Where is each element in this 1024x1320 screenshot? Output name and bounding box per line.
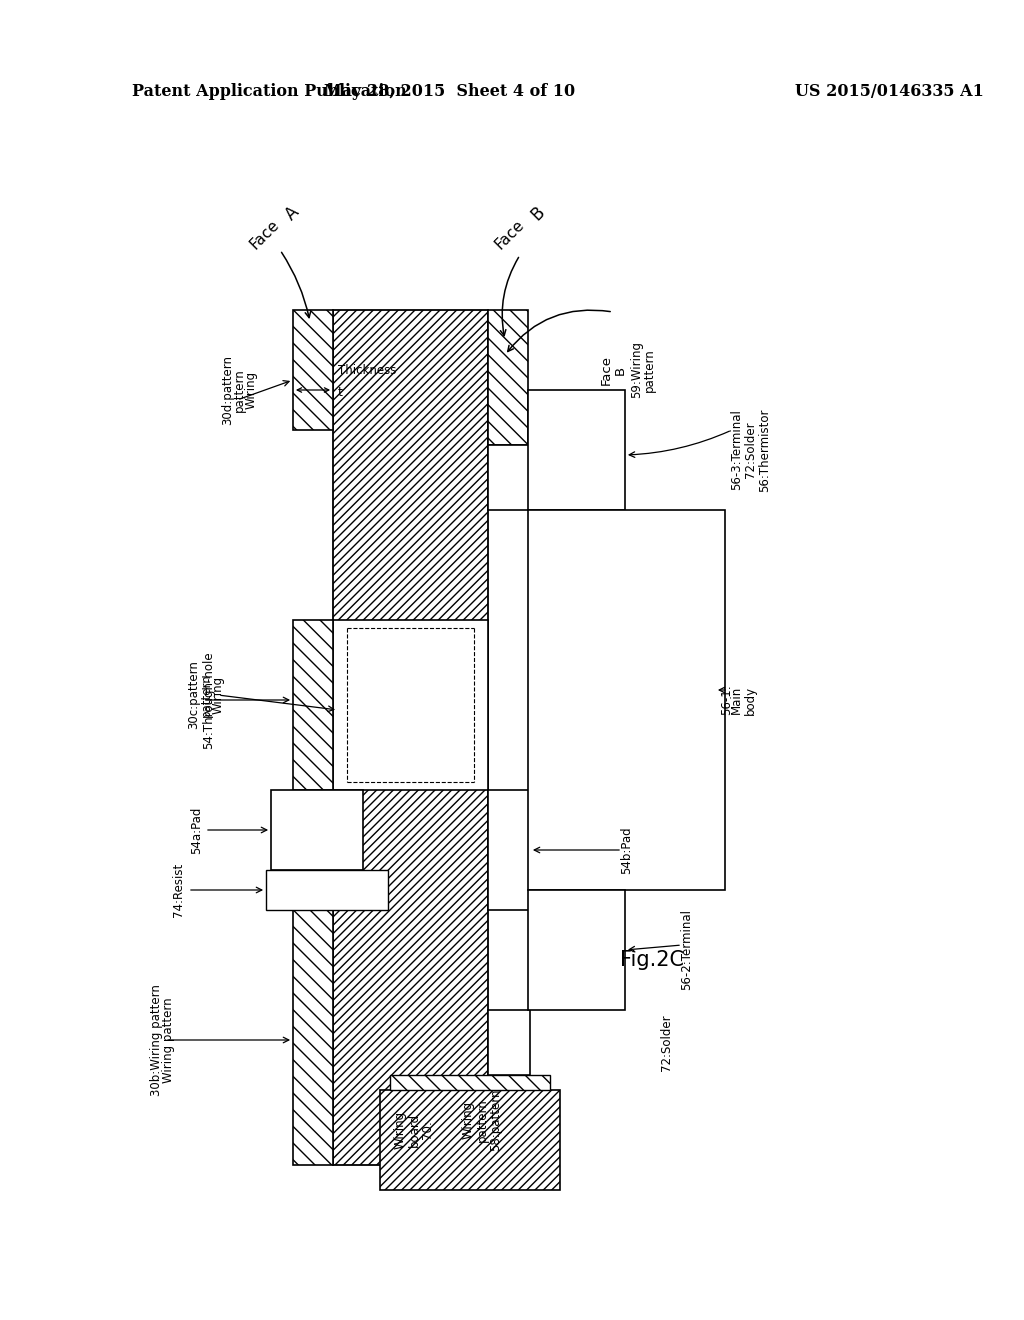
Text: A: A	[282, 202, 302, 223]
Text: Main: Main	[730, 686, 743, 714]
Text: pattern: pattern	[233, 368, 246, 412]
Text: Patent Application Publication: Patent Application Publication	[132, 83, 407, 100]
Text: pattern: pattern	[475, 1098, 488, 1142]
Text: Wiring: Wiring	[462, 1101, 474, 1139]
Text: Fig.2C: Fig.2C	[620, 950, 684, 970]
Bar	[271, 789, 362, 870]
Text: body: body	[744, 685, 757, 714]
Text: May 28, 2015  Sheet 4 of 10: May 28, 2015 Sheet 4 of 10	[325, 83, 575, 100]
Bar	[293, 310, 333, 430]
Text: board: board	[408, 1113, 421, 1147]
Bar	[380, 1090, 560, 1191]
Bar	[390, 1074, 550, 1090]
Bar	[528, 389, 625, 510]
Text: 74:Resist: 74:Resist	[172, 863, 185, 917]
Text: Wiring: Wiring	[212, 676, 225, 714]
Text: 72:Solder: 72:Solder	[660, 1015, 673, 1072]
Text: Thickness: Thickness	[338, 363, 396, 376]
Text: 56-3:Terminal: 56-3:Terminal	[730, 409, 743, 491]
Text: 56-1:: 56-1:	[720, 685, 733, 715]
Text: US 2015/0146335 A1: US 2015/0146335 A1	[795, 83, 984, 100]
Bar	[488, 310, 528, 445]
Text: Wiring: Wiring	[245, 371, 258, 409]
Text: B: B	[527, 202, 549, 223]
Text: 56-2:Terminal: 56-2:Terminal	[680, 909, 693, 990]
Text: Face: Face	[600, 355, 613, 385]
Text: 30d:pattern: 30d:pattern	[221, 355, 234, 425]
Bar	[528, 510, 725, 890]
Text: Face: Face	[248, 218, 283, 252]
Text: 30b:Wiring pattern: 30b:Wiring pattern	[150, 985, 163, 1096]
Bar	[488, 445, 530, 510]
Text: Wiring pattern: Wiring pattern	[162, 997, 175, 1082]
Text: 30c:pattern: 30c:pattern	[187, 660, 200, 730]
Text: 58:pattern: 58:pattern	[489, 1089, 503, 1151]
Text: 56:Thermistor: 56:Thermistor	[758, 408, 771, 492]
Text: 54b:Pad: 54b:Pad	[620, 826, 633, 874]
Bar	[528, 890, 625, 1010]
Bar	[338, 620, 483, 789]
Text: t: t	[338, 385, 343, 399]
Bar	[293, 909, 333, 1166]
Bar	[266, 870, 388, 909]
Text: Wiring: Wiring	[393, 1111, 407, 1150]
Text: 54:Through-hole: 54:Through-hole	[202, 651, 215, 748]
Bar	[488, 789, 530, 909]
Bar	[333, 310, 488, 1166]
Text: B: B	[614, 366, 627, 375]
Text: pattern: pattern	[643, 348, 656, 392]
Bar	[333, 620, 488, 789]
Text: pattern: pattern	[200, 673, 213, 717]
Text: 72:Solder: 72:Solder	[744, 421, 757, 478]
Text: Face: Face	[493, 218, 527, 252]
Text: 70:: 70:	[422, 1121, 434, 1139]
Text: 54a:Pad: 54a:Pad	[190, 807, 203, 854]
Text: 59:Wiring: 59:Wiring	[630, 342, 643, 399]
Bar	[293, 620, 333, 789]
Bar	[488, 1010, 530, 1074]
